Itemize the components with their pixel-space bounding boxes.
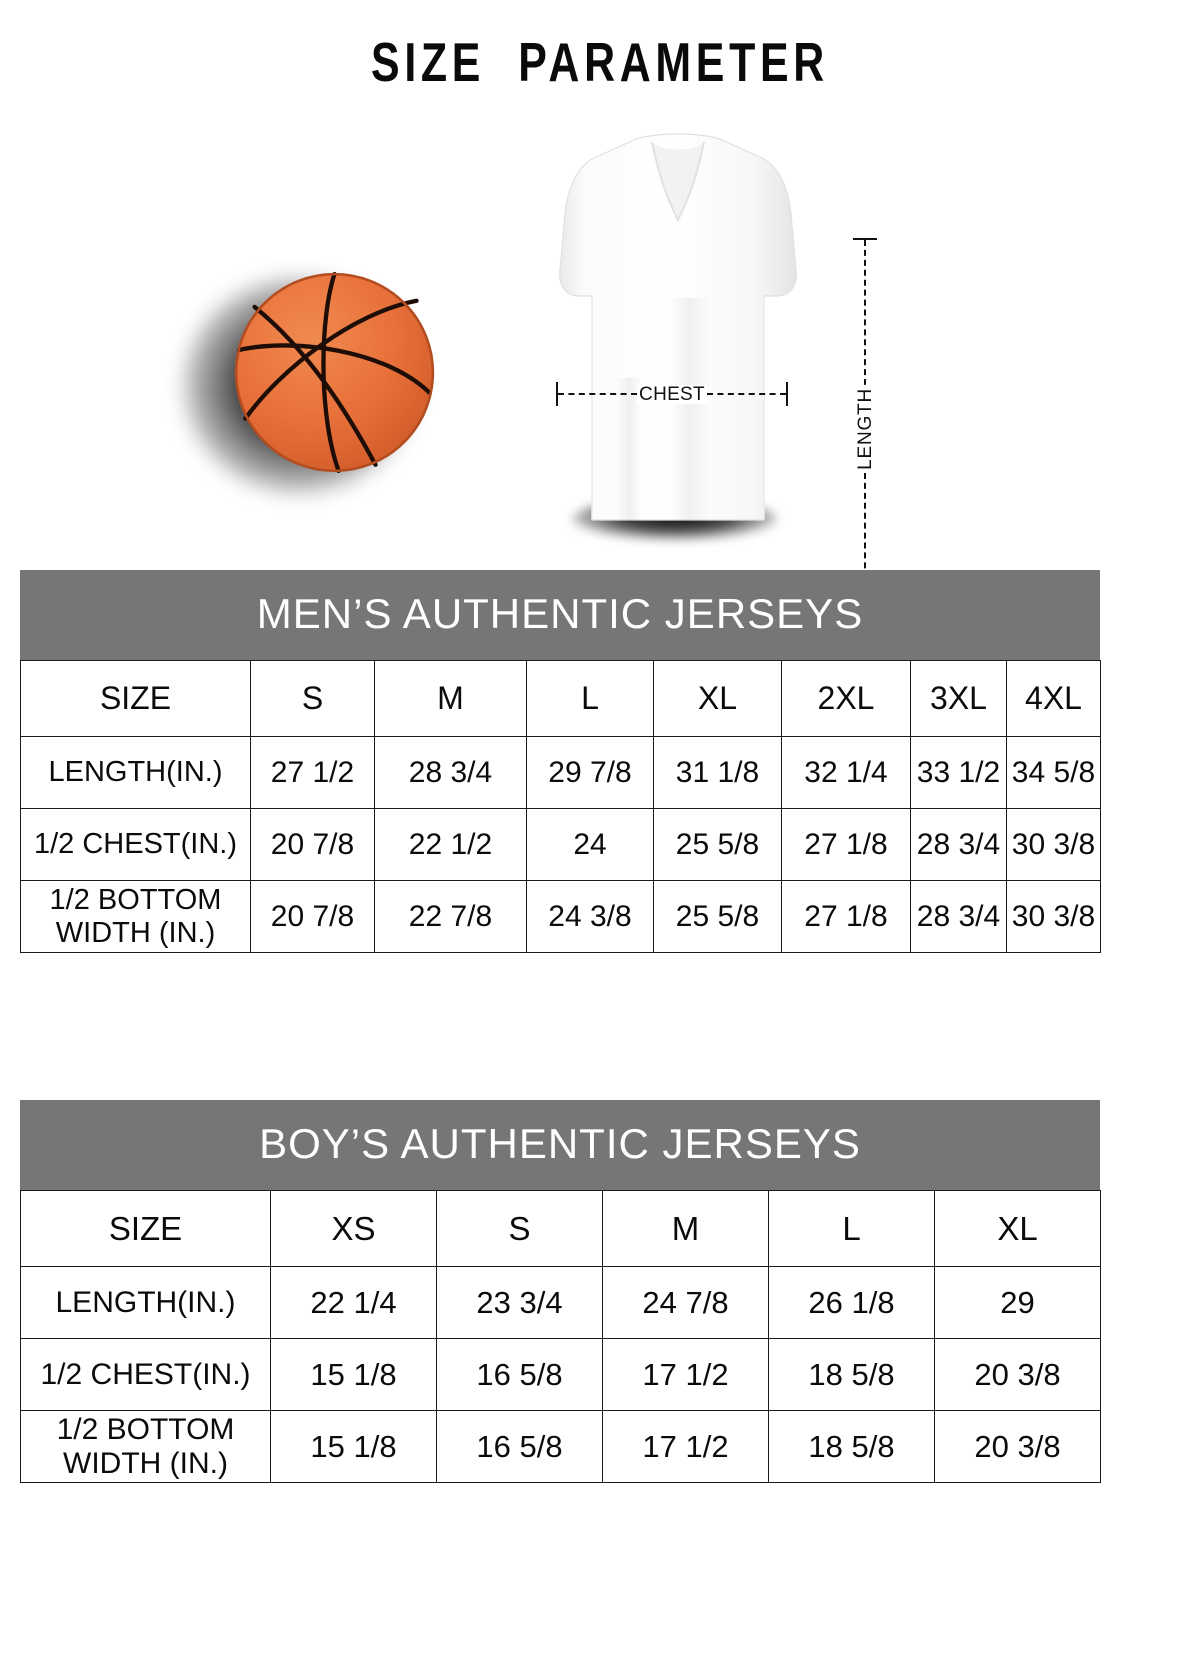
row-label-line: WIDTH (IN.) (55, 916, 216, 949)
boy-row-label: LENGTH(IN.) (20, 1266, 271, 1339)
boy-table-header-row: SIZE XS S M L XL (20, 1190, 1101, 1267)
table-cell: 26 1/8 (768, 1266, 935, 1339)
row-label-line: WIDTH (IN.) (63, 1446, 228, 1480)
mens-table-heading: MEN’S AUTHENTIC JERSEYS (20, 570, 1100, 660)
chest-left-cap (556, 382, 558, 406)
table-cell: 20 3/8 (934, 1410, 1101, 1483)
mens-size-table-block: MEN’S AUTHENTIC JERSEYS SIZE S M L XL 2XL 3XL 4… (20, 570, 1101, 953)
length-measure-line: LENGTH (853, 238, 877, 620)
table-cell: 34 5/8 (1006, 736, 1101, 809)
table-cell: 18 5/8 (768, 1410, 935, 1483)
table-cell: 20 7/8 (250, 808, 375, 881)
chest-right-cap (786, 382, 788, 406)
table-cell: 20 3/8 (934, 1338, 1101, 1411)
men-table-header-row: SIZE S M L XL 2XL 3XL 4XL (20, 660, 1101, 737)
chest-label: CHEST (637, 383, 707, 405)
page-title: SIZE PARAMETER (371, 31, 829, 93)
table-cell: 32 1/4 (781, 736, 911, 809)
mens-table-body: SIZE S M L XL 2XL 3XL 4XL LENGTH(IN.) 27 1/2 28 3/… (20, 660, 1101, 953)
table-cell: 28 3/4 (910, 880, 1007, 953)
row-label-line: 1/2 BOTTOM (56, 1412, 235, 1446)
table-row: 1/2 BOTTOM WIDTH (IN.) 15 1/8 16 5/8 17 1/2 1… (20, 1410, 1101, 1483)
length-dash-bottom (864, 472, 866, 619)
row-label-line: 1/2 BOTTOM (49, 884, 222, 917)
boy-column-header-size: SIZE (20, 1190, 271, 1267)
table-row: 1/2 BOTTOM WIDTH (IN.) 20 7/8 22 7/8 24 3/8 2… (20, 880, 1101, 953)
table-cell: 33 1/2 (910, 736, 1007, 809)
chest-dash-left (557, 393, 638, 395)
men-row-label: 1/2 BOTTOM WIDTH (IN.) (20, 880, 251, 953)
length-top-cap (853, 238, 877, 240)
chest-dash-right (706, 393, 787, 395)
table-cell: 18 5/8 (768, 1338, 935, 1411)
basketball-icon (234, 271, 435, 474)
table-cell: 29 (934, 1266, 1101, 1339)
men-column-header-l: L (526, 660, 654, 737)
table-cell: 25 5/8 (653, 880, 782, 953)
table-cell: 22 1/2 (374, 808, 527, 881)
table-cell: 28 3/4 (910, 808, 1007, 881)
men-row-label: LENGTH(IN.) (20, 736, 251, 809)
table-cell: 30 3/8 (1006, 808, 1101, 881)
table-cell: 15 1/8 (270, 1410, 437, 1483)
boy-column-header-m: M (602, 1190, 769, 1267)
table-cell: 25 5/8 (653, 808, 782, 881)
men-row-label: 1/2 CHEST(IN.) (20, 808, 251, 881)
table-cell: 24 (526, 808, 654, 881)
table-cell: 30 3/8 (1006, 880, 1101, 953)
men-column-header-4xl: 4XL (1006, 660, 1101, 737)
table-cell: 23 3/4 (436, 1266, 603, 1339)
table-row: LENGTH(IN.) 27 1/2 28 3/4 29 7/8 31 1/8 32 1/… (20, 736, 1101, 809)
boy-column-header-xl: XL (934, 1190, 1101, 1267)
boys-table-body: SIZE XS S M L XL LENGTH(IN.) 22 1/4 23 3/4 24 7/8… (20, 1190, 1101, 1483)
boy-row-label: 1/2 CHEST(IN.) (20, 1338, 271, 1411)
length-dash-top (864, 239, 866, 386)
table-cell: 20 7/8 (250, 880, 375, 953)
table-cell: 27 1/8 (781, 880, 911, 953)
boy-column-header-l: L (768, 1190, 935, 1267)
mens-size-table: SIZE S M L XL 2XL 3XL 4XL LENGTH(IN.) 27 1/2 28 3/… (20, 660, 1101, 953)
boys-size-table-block: BOY’S AUTHENTIC JERSEYS SIZE XS S M L XL LENGT… (20, 1100, 1101, 1483)
sleeveless-jersey-icon (559, 133, 797, 523)
men-column-header-s: S (250, 660, 375, 737)
table-cell: 24 3/8 (526, 880, 654, 953)
boy-row-label: 1/2 BOTTOM WIDTH (IN.) (20, 1410, 271, 1483)
men-column-header-m: M (374, 660, 527, 737)
table-cell: 22 1/4 (270, 1266, 437, 1339)
boys-size-table: SIZE XS S M L XL LENGTH(IN.) 22 1/4 23 3/4 24 7/8… (20, 1190, 1101, 1483)
table-cell: 22 7/8 (374, 880, 527, 953)
basketball-illustration (184, 270, 462, 500)
table-row: LENGTH(IN.) 22 1/4 23 3/4 24 7/8 26 1/8 29 (20, 1266, 1101, 1339)
chest-measure-line: CHEST (556, 382, 788, 406)
table-row: 1/2 CHEST(IN.) 15 1/8 16 5/8 17 1/2 18 5/8 20… (20, 1338, 1101, 1411)
boy-column-header-s: S (436, 1190, 603, 1267)
table-cell: 28 3/4 (374, 736, 527, 809)
table-cell: 27 1/2 (250, 736, 375, 809)
table-cell: 17 1/2 (602, 1410, 769, 1483)
table-cell: 31 1/8 (653, 736, 782, 809)
table-cell: 16 5/8 (436, 1338, 603, 1411)
table-cell: 17 1/2 (602, 1338, 769, 1411)
boys-table-heading: BOY’S AUTHENTIC JERSEYS (20, 1100, 1100, 1190)
table-cell: 27 1/8 (781, 808, 911, 881)
length-label: LENGTH (855, 385, 876, 473)
table-row: 1/2 CHEST(IN.) 20 7/8 22 1/2 24 25 5/8 27 1/8… (20, 808, 1101, 881)
men-column-header-size: SIZE (20, 660, 251, 737)
men-column-header-xl: XL (653, 660, 782, 737)
table-cell: 24 7/8 (602, 1266, 769, 1339)
men-column-header-3xl: 3XL (910, 660, 1007, 737)
men-column-header-2xl: 2XL (781, 660, 911, 737)
boy-column-header-xs: XS (270, 1190, 437, 1267)
table-cell: 15 1/8 (270, 1338, 437, 1411)
table-cell: 29 7/8 (526, 736, 654, 809)
illustration-band: CHEST LENGTH (0, 110, 1200, 620)
table-cell: 16 5/8 (436, 1410, 603, 1483)
